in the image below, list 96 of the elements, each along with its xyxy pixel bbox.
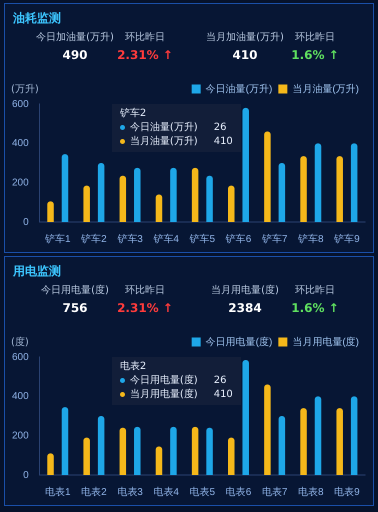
x-tick-label: 电表8 bbox=[298, 486, 324, 498]
text: 今日加油量(万升) bbox=[35, 30, 115, 44]
x-tick-label: 电表5 bbox=[190, 486, 216, 498]
text: 当月加油量(万升) bbox=[205, 30, 285, 44]
text: 环比昨日 bbox=[295, 285, 335, 296]
bar bbox=[228, 186, 235, 222]
chart-title: 油耗监测 bbox=[13, 10, 61, 27]
bar bbox=[278, 163, 286, 222]
bar bbox=[62, 154, 68, 222]
annotation: 当月油量(万升) bbox=[130, 136, 198, 147]
bar bbox=[192, 168, 198, 222]
annotation: 今日用电量(度) bbox=[130, 375, 198, 386]
bar bbox=[242, 360, 249, 475]
bar bbox=[350, 143, 358, 222]
text: 当月用电量(度) bbox=[210, 284, 280, 297]
bar bbox=[156, 194, 162, 222]
bar bbox=[228, 438, 235, 475]
annotation: 当月用电量(度) bbox=[130, 389, 198, 400]
text: 今日用电量(度) bbox=[40, 284, 110, 297]
x-tick-label: 铲车3 bbox=[116, 232, 144, 245]
x-tick-label: 铲车5 bbox=[188, 232, 216, 245]
y-tick-label: 400 bbox=[12, 391, 30, 402]
y-tick-label: 600 bbox=[12, 98, 30, 110]
bar bbox=[278, 416, 286, 475]
bar bbox=[336, 156, 343, 222]
y-tick-label: 200 bbox=[12, 177, 30, 188]
y-tick-label: 600 bbox=[12, 352, 30, 363]
x-tick-label: 电表1 bbox=[44, 486, 71, 498]
text: 环比昨日 bbox=[295, 32, 335, 43]
bar bbox=[264, 384, 271, 475]
text: 490 bbox=[61, 48, 89, 62]
bar bbox=[83, 438, 90, 475]
bar bbox=[120, 428, 126, 475]
y-axis-title: (度) bbox=[11, 336, 29, 349]
bar bbox=[98, 163, 104, 222]
x-tick-label: 铲车1 bbox=[44, 232, 71, 245]
bar bbox=[206, 428, 213, 475]
text: 2384 bbox=[227, 301, 263, 315]
bar bbox=[98, 416, 104, 475]
bar bbox=[336, 408, 343, 475]
text: 1.6% ↑ bbox=[290, 48, 340, 62]
x-tick-label: 电表6 bbox=[226, 486, 252, 498]
y-tick-label: 0 bbox=[23, 216, 30, 228]
x-tick-label: 铲车8 bbox=[297, 232, 324, 245]
bar bbox=[134, 168, 141, 222]
bar bbox=[120, 176, 126, 222]
bar bbox=[47, 453, 54, 475]
legend-label: 今日用电量(度) bbox=[206, 336, 272, 348]
text: 756 bbox=[61, 301, 89, 315]
bar bbox=[206, 176, 213, 222]
x-tick-label: 铲车7 bbox=[260, 232, 288, 245]
bar bbox=[300, 156, 307, 222]
annotation: 26 bbox=[214, 374, 226, 388]
annotation: 今日油量(万升) bbox=[130, 122, 198, 133]
annotation: 410 bbox=[214, 135, 233, 149]
bar bbox=[83, 186, 90, 222]
x-tick-label: 电表9 bbox=[334, 486, 360, 498]
bar bbox=[62, 407, 68, 475]
bar bbox=[134, 426, 141, 475]
bar bbox=[242, 108, 249, 222]
bar bbox=[300, 408, 307, 475]
bar bbox=[264, 132, 271, 222]
x-tick-label: 铲车6 bbox=[224, 232, 252, 245]
bar bbox=[47, 201, 54, 222]
legend-label: 今日油量(万升) bbox=[206, 82, 272, 95]
chart-title: 用电监测 bbox=[13, 263, 61, 280]
x-tick-label: 电表2 bbox=[81, 486, 108, 498]
x-tick-label: 铲车2 bbox=[80, 232, 108, 245]
annotation: 铲车2 bbox=[120, 107, 148, 121]
bar bbox=[314, 396, 322, 475]
y-tick-label: 0 bbox=[23, 470, 30, 481]
bar bbox=[192, 426, 198, 475]
annotation: 410 bbox=[214, 388, 233, 402]
y-axis-title: (万升) bbox=[11, 82, 39, 96]
text: 环比昨日 bbox=[125, 32, 165, 43]
text: 1.6% ↑ bbox=[290, 301, 340, 315]
x-tick-label: 铲车4 bbox=[152, 232, 180, 245]
text: 2.31% ↑ bbox=[116, 301, 174, 315]
legend-label: 当月油量(万升) bbox=[292, 82, 360, 95]
annotation: 电表2 bbox=[120, 360, 148, 374]
bar bbox=[170, 168, 177, 222]
y-tick-label: 400 bbox=[12, 138, 30, 150]
y-tick-label: 200 bbox=[12, 430, 30, 442]
x-tick-label: 电表3 bbox=[117, 486, 144, 498]
legend-label: 当月用电量(度) bbox=[292, 336, 360, 348]
bar bbox=[156, 446, 162, 475]
bar bbox=[314, 143, 322, 222]
text: 410 bbox=[231, 48, 259, 62]
text: 2.31% ↑ bbox=[116, 48, 174, 62]
x-tick-label: 电表7 bbox=[262, 486, 288, 498]
bar bbox=[350, 396, 358, 475]
annotation: 26 bbox=[214, 121, 226, 135]
text: 环比昨日 bbox=[125, 285, 165, 296]
bar bbox=[170, 426, 177, 475]
x-tick-label: 铲车9 bbox=[333, 232, 360, 245]
x-tick-label: 电表4 bbox=[153, 486, 180, 498]
